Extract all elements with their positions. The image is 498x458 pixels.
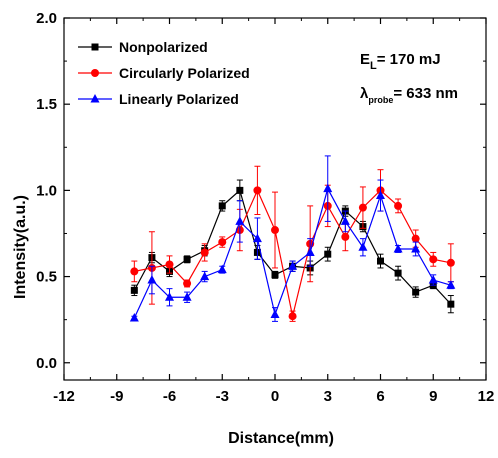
data-point (324, 250, 332, 258)
data-point (200, 271, 210, 281)
data-point (236, 186, 244, 194)
annotation-0: EL= 170 mJ (360, 51, 441, 72)
data-point (340, 216, 350, 225)
data-point (130, 286, 138, 294)
series-layer (129, 155, 456, 322)
legend-item-0: Nonpolarized (78, 39, 208, 55)
legend-label: Circularly Polarized (119, 65, 250, 81)
annotation-value: = 170 mJ (377, 51, 441, 68)
y-tick-label: 1.0 (36, 182, 57, 199)
annotation-subscript: L (370, 60, 377, 72)
data-point (253, 186, 262, 195)
data-point (411, 234, 420, 243)
x-axis-title: Distance(mm) (228, 430, 334, 447)
data-point (183, 255, 191, 263)
x-tick-label: 9 (429, 388, 437, 405)
legend-label: Linearly Polarized (119, 91, 239, 107)
data-point (129, 312, 139, 322)
data-point (446, 280, 456, 289)
x-tick-label: -9 (110, 388, 123, 405)
data-point (288, 261, 298, 270)
data-point (235, 216, 245, 225)
series-line (133, 187, 452, 319)
y-tick-label: 0.0 (36, 355, 57, 372)
data-point (341, 232, 350, 241)
axis-ticks: -12 -9 -6 -3 0 3 6 9 12 0.0 0.5 1.0 1.5 2.0 (36, 10, 494, 405)
annotations: EL= 170 mJ λprobe= 633 nm (360, 51, 458, 105)
annotation-base: λ (360, 85, 369, 102)
legend-item-1: Circularly Polarized (78, 65, 250, 81)
data-point (446, 258, 455, 267)
legend-marker (90, 94, 100, 103)
y-tick-label: 1.5 (36, 96, 57, 113)
data-point (271, 271, 279, 279)
series-line (133, 189, 452, 305)
data-point (358, 203, 367, 212)
x-tick-label: 3 (324, 388, 332, 405)
annotation-subscript: probe (368, 95, 393, 105)
data-point (252, 233, 262, 243)
legend-marker (91, 43, 99, 51)
data-point (323, 183, 333, 193)
data-point (411, 243, 421, 253)
x-tick-label: 12 (478, 388, 495, 405)
y-axis-title: Intensity(a.u.) (12, 195, 29, 299)
data-point (270, 309, 280, 318)
data-point (147, 275, 157, 284)
data-point (377, 257, 384, 265)
legend: Nonpolarized Circularly Polarized Linearly… (78, 39, 250, 107)
y-tick-label: 2.0 (36, 10, 57, 27)
data-point (412, 288, 420, 296)
data-point (394, 269, 402, 277)
data-point (376, 190, 385, 200)
x-tick-label: 0 (271, 388, 279, 405)
x-tick-label: -12 (53, 388, 75, 405)
data-point (429, 255, 438, 264)
series-2 (129, 155, 456, 322)
series-1 (130, 165, 455, 322)
x-tick-label: -3 (216, 388, 229, 405)
data-point (394, 201, 403, 210)
annotation-value: = 633 nm (393, 85, 458, 102)
data-point (358, 242, 368, 251)
data-point (218, 202, 226, 210)
x-tick-label: 6 (376, 388, 384, 405)
data-point (393, 243, 403, 253)
series-0 (130, 179, 455, 314)
legend-label: Nonpolarized (119, 39, 208, 55)
data-point (183, 279, 192, 288)
annotation-1: λprobe= 633 nm (360, 85, 458, 105)
data-point (305, 247, 315, 256)
data-point (130, 267, 139, 276)
legend-marker (91, 69, 99, 77)
legend-item-2: Linearly Polarized (78, 91, 239, 107)
data-point (447, 300, 455, 308)
data-point (165, 260, 174, 269)
annotation-base: E (360, 51, 370, 68)
data-point (165, 292, 174, 301)
x-tick-label: -6 (163, 388, 176, 405)
data-point (428, 275, 438, 284)
data-point (200, 248, 209, 257)
data-point (182, 292, 192, 301)
data-point (218, 238, 227, 247)
data-point (271, 226, 279, 235)
y-tick-label: 0.5 (36, 269, 57, 286)
data-point (288, 312, 297, 321)
data-point (217, 264, 227, 274)
